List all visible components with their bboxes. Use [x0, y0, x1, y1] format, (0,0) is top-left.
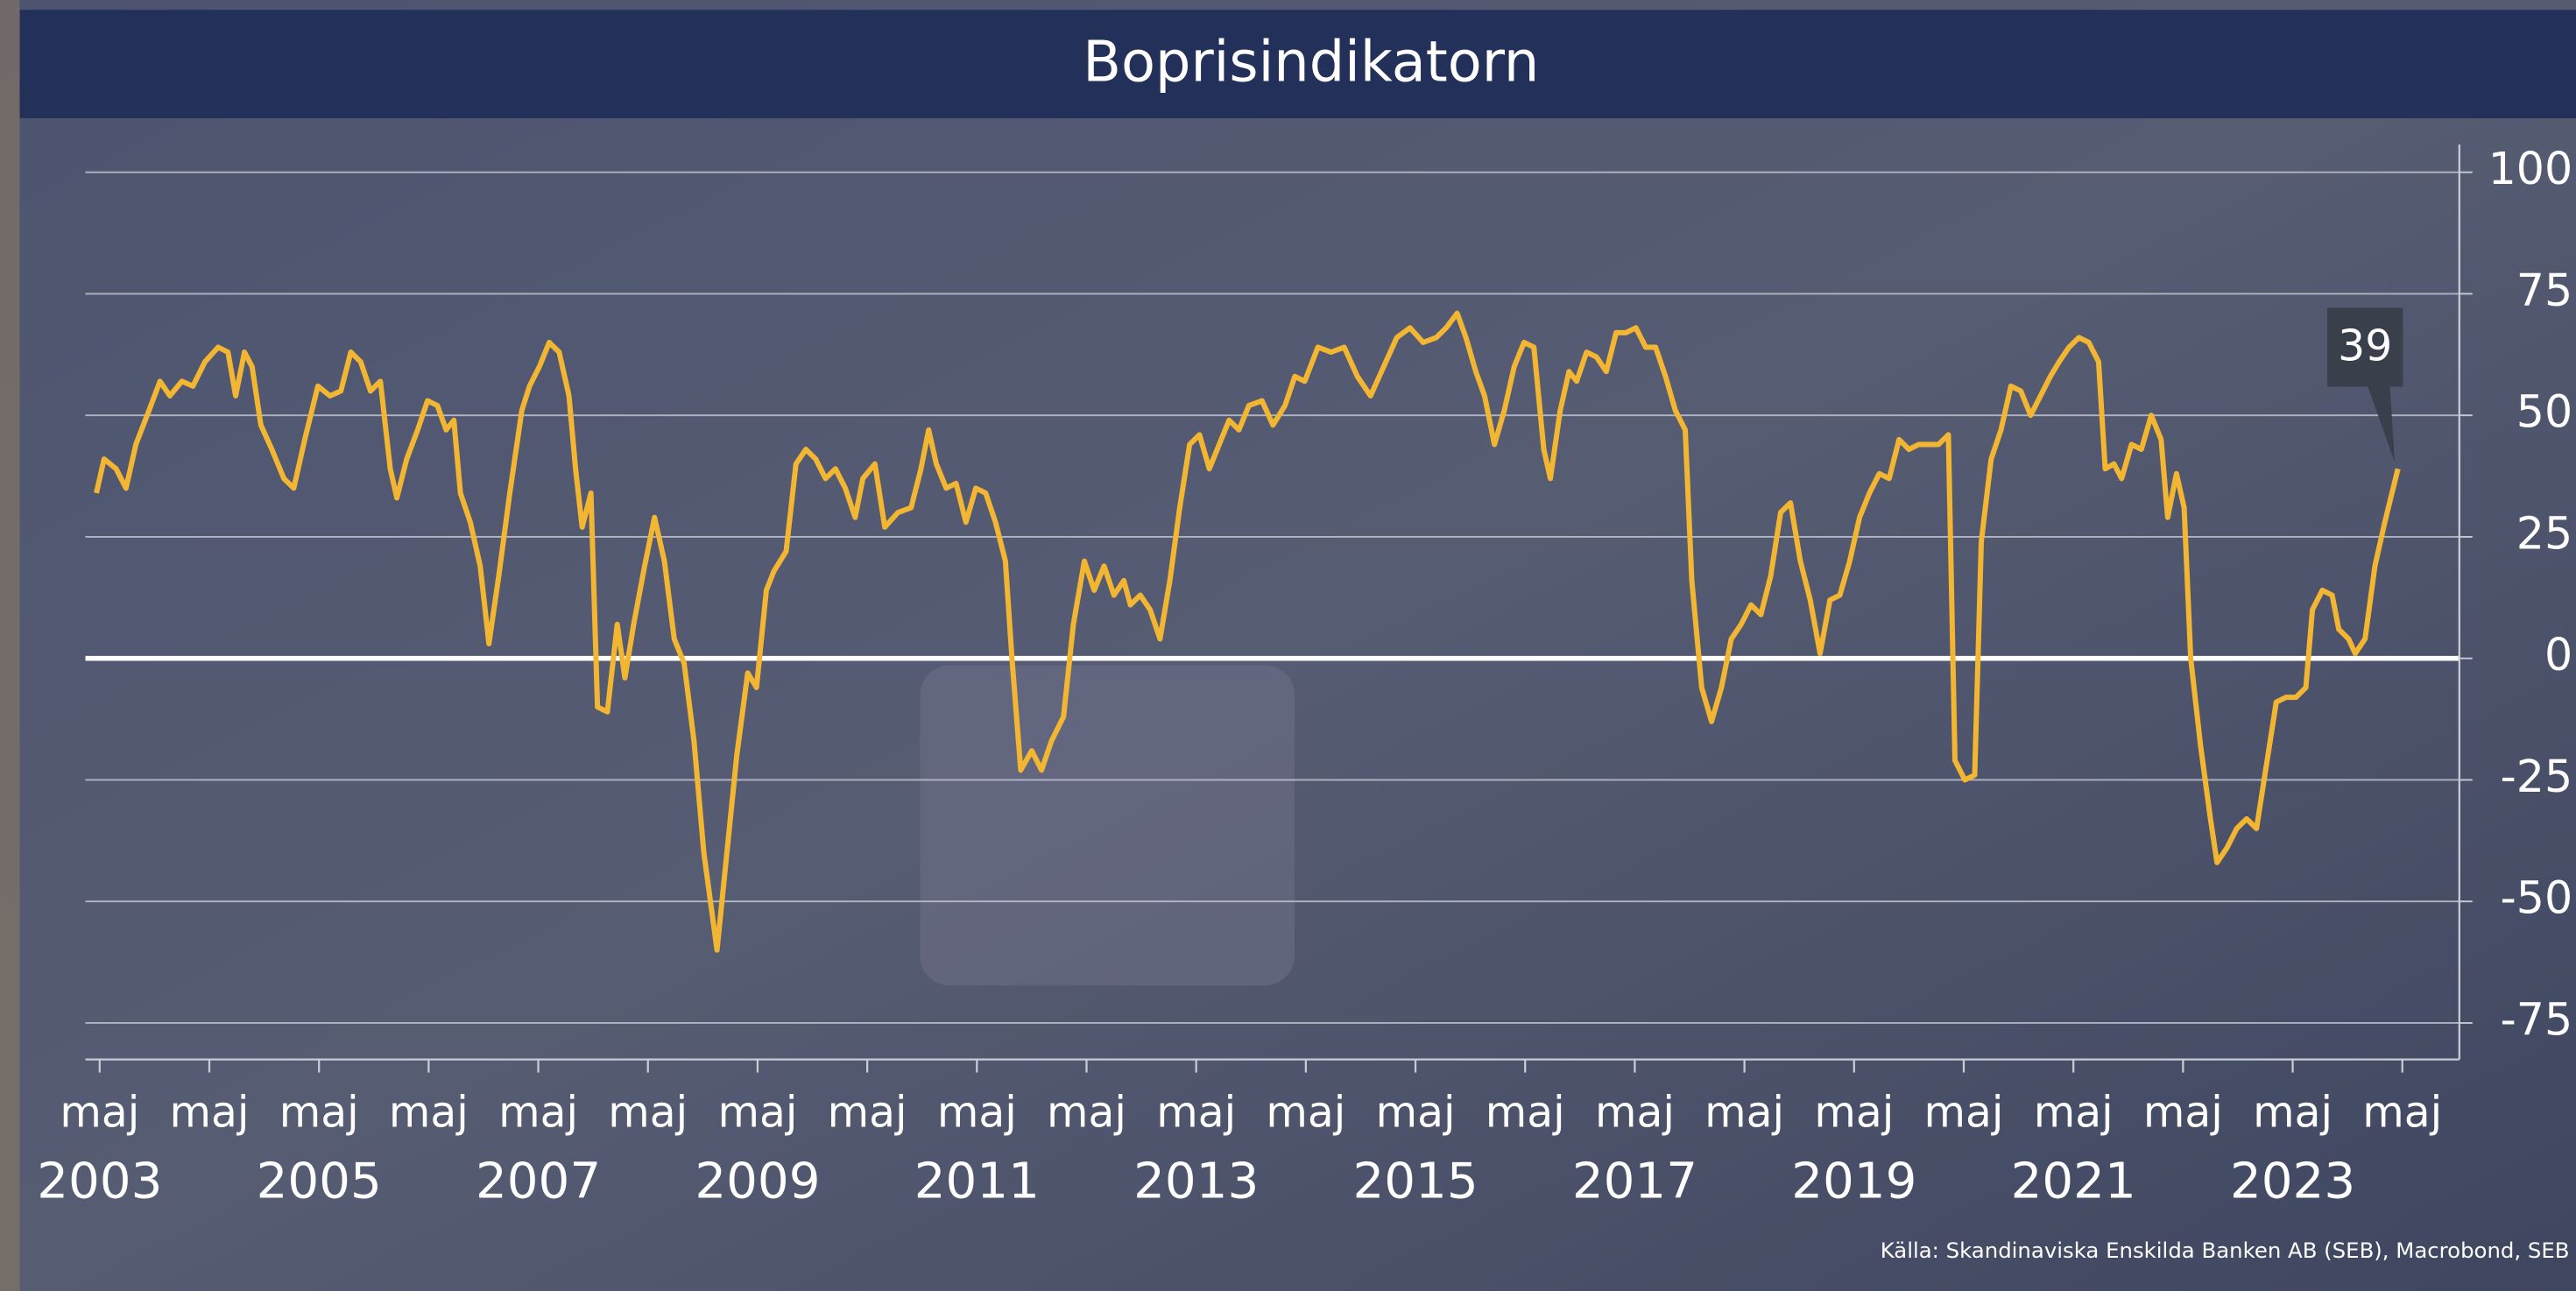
x-tick-label: maj: [1047, 1088, 1126, 1137]
x-tick-label: maj: [828, 1088, 907, 1137]
x-tick-label: maj: [717, 1088, 797, 1137]
photo-edge: [0, 0, 20, 1291]
y-tick-label: -50: [2501, 872, 2573, 924]
y-tick-label: -75: [2501, 993, 2573, 1045]
x-tick-label: maj: [1266, 1088, 1345, 1137]
x-tick-label: maj: [170, 1088, 250, 1137]
year-label: 2023: [2230, 1153, 2355, 1210]
callout-box: [2327, 307, 2403, 387]
year-label: 2009: [695, 1153, 820, 1210]
x-tick-label: maj: [1595, 1088, 1675, 1137]
y-tick-label: 75: [2516, 265, 2572, 316]
x-tick-label: maj: [937, 1088, 1017, 1137]
x-tick-label: maj: [1376, 1088, 1456, 1137]
x-tick-label: maj: [608, 1088, 688, 1137]
year-label: 2021: [2011, 1153, 2136, 1210]
year-label: 2003: [37, 1153, 162, 1210]
y-tick-label: 0: [2544, 629, 2572, 681]
x-tick-label: maj: [498, 1088, 578, 1137]
year-label: 2005: [257, 1153, 382, 1210]
y-tick-label: 25: [2516, 507, 2572, 559]
chart-title: Boprisindikatorn: [1083, 31, 1539, 95]
x-tick-label: maj: [1814, 1088, 1894, 1137]
year-label: 2019: [1791, 1153, 1916, 1210]
year-label: 2007: [476, 1153, 601, 1210]
data-line: [94, 310, 2401, 953]
x-tick-label: maj: [2143, 1088, 2223, 1137]
x-tick-label: maj: [2034, 1088, 2114, 1137]
x-tick-label: maj: [389, 1088, 469, 1137]
y-tick-label: 50: [2516, 386, 2572, 438]
x-tick-label: maj: [279, 1088, 359, 1137]
x-tick-label: maj: [1486, 1088, 1565, 1137]
x-tick-label: maj: [2253, 1088, 2333, 1137]
photo-pot: [920, 665, 1295, 986]
x-tick-label: maj: [1156, 1088, 1236, 1137]
y-tick-label: -25: [2501, 751, 2573, 802]
year-label: 2015: [1352, 1153, 1478, 1210]
y-tick-label: 100: [2488, 143, 2573, 194]
callout-pointer: [2367, 383, 2395, 462]
year-label: 2011: [914, 1153, 1040, 1210]
x-tick-label: maj: [1924, 1088, 2004, 1137]
year-label: 2013: [1133, 1153, 1259, 1210]
year-label: 2017: [1572, 1153, 1697, 1210]
x-tick-label: maj: [1704, 1088, 1784, 1137]
x-tick-label: maj: [2362, 1088, 2442, 1137]
source-note: Källa: Skandinaviska Enskilda Banken AB …: [1881, 1238, 2570, 1263]
x-tick-label: maj: [60, 1088, 139, 1137]
title-bar: [19, 10, 2576, 119]
value-label: 39: [2338, 321, 2392, 370]
